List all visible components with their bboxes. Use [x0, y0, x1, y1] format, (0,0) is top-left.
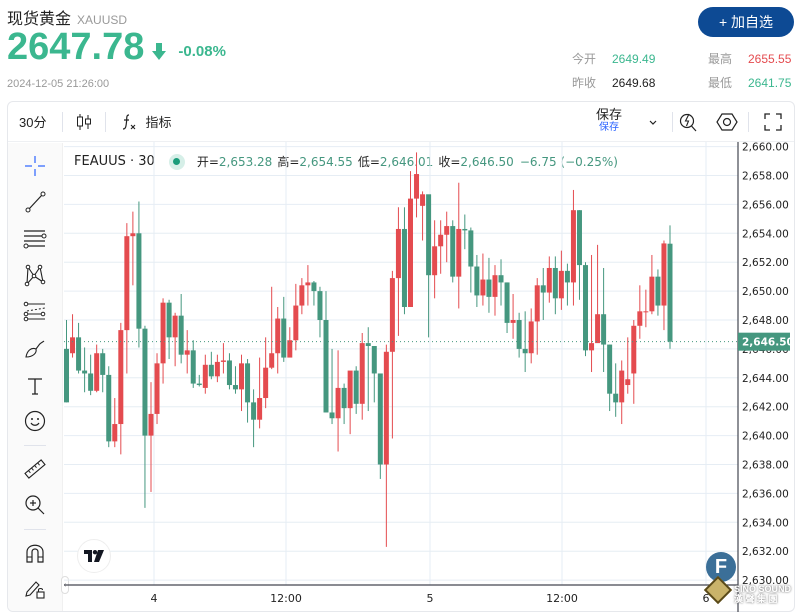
brush-icon	[25, 340, 45, 358]
lightning-search-icon	[679, 113, 697, 132]
legend-close: 2,646.50	[460, 154, 514, 169]
magnet-tool[interactable]	[22, 540, 48, 566]
toolbar-divider	[748, 112, 749, 132]
change-percent: -0.08%	[178, 43, 226, 60]
prev-close-label: 昨收	[572, 76, 597, 90]
instrument-name: 现货黄金	[7, 11, 72, 28]
legend-open: 2,653.28	[218, 154, 273, 169]
pencil-lock-icon	[25, 581, 45, 599]
fullscreen-button[interactable]	[763, 112, 783, 137]
horizontal-lines-icon	[23, 230, 47, 249]
low-value: 2641.75	[748, 76, 792, 90]
zoom-in-tool[interactable]	[22, 492, 48, 518]
function-fx-icon	[123, 113, 136, 130]
ruler-icon	[24, 459, 46, 479]
chevron-down-icon	[649, 120, 657, 125]
price-row: 2647.78 -0.08%	[7, 26, 226, 69]
chart-toolbar: 30分 指标 保存 保存	[8, 102, 794, 142]
drawing-toolbar	[8, 143, 63, 611]
watermark: SINO SOUND 漢 聲 集 團	[734, 584, 792, 604]
collapse-toolbar-handle[interactable]: ‹	[61, 576, 69, 594]
save-sublabel: 保存	[599, 122, 619, 133]
high-label: 最高	[708, 52, 733, 66]
quick-search-button[interactable]	[678, 111, 700, 138]
crosshair-icon	[25, 156, 45, 176]
trend-line-icon	[25, 191, 46, 213]
prev-close-value: 2649.68	[612, 76, 656, 90]
quote-timestamp: 2024-12-05 21:26:00	[7, 78, 110, 90]
fullscreen-icon	[764, 113, 782, 131]
legend-high: 2,654.55	[299, 154, 353, 169]
open-value: 2649.49	[612, 52, 656, 66]
fib-tool[interactable]	[22, 299, 48, 325]
smiley-icon	[24, 410, 46, 432]
crosshair-tool[interactable]	[22, 153, 48, 179]
high-value: 2655.55	[748, 52, 792, 66]
current-price: 2647.78	[7, 26, 145, 68]
gear-hexagon-icon	[716, 113, 738, 131]
low-label: 最低	[708, 76, 733, 90]
toolbar-divider	[672, 112, 673, 132]
instrument-symbol: XAUUSD	[77, 13, 128, 27]
magnet-icon	[26, 544, 44, 563]
pattern-tool[interactable]	[22, 262, 48, 288]
add-to-watchlist-button[interactable]: + 加自选	[698, 7, 794, 37]
save-dropdown-button[interactable]	[648, 114, 658, 132]
save-label: 保存	[596, 107, 623, 122]
indicators-button[interactable]: 指标	[120, 112, 171, 132]
chart-type-button[interactable]	[75, 112, 93, 132]
fibonacci-icon	[23, 301, 46, 322]
measure-tool[interactable]	[22, 456, 48, 482]
settings-button[interactable]	[716, 111, 738, 138]
brush-tool[interactable]	[22, 336, 48, 362]
legend-low-label: 低=	[357, 155, 380, 169]
emoji-tool[interactable]	[22, 408, 48, 434]
text-icon	[28, 378, 42, 395]
legend-low: 2,646.01	[379, 154, 434, 169]
legend-symbol: FEAUUS · 30	[74, 154, 155, 169]
chart-widget: 30分 指标 保存 保存	[7, 101, 795, 612]
stats-right: 最高 2655.55 最低 2641.75	[708, 52, 791, 100]
candlestick-icon	[77, 113, 92, 130]
pattern-icon	[24, 264, 46, 287]
toolbar-divider	[62, 111, 64, 132]
stats-left: 今开 2649.49 昨收 2649.68	[572, 52, 655, 100]
indicators-label: 指标	[145, 115, 172, 130]
arrow-down-icon	[152, 42, 167, 61]
text-tool[interactable]	[22, 373, 48, 399]
tradingview-logo[interactable]	[77, 539, 111, 573]
legend-close-label: 收=	[438, 155, 461, 169]
legend-open-label: 开=	[196, 155, 219, 169]
instrument-title: 现货黄金 XAUUSD	[7, 5, 127, 29]
market-status-icon	[168, 153, 185, 170]
chart-legend: FEAUUS · 30 开= 2,653.28 高= 2,654.55 低= 2,64…	[74, 153, 618, 170]
save-button[interactable]: 保存 保存	[596, 108, 622, 134]
open-label: 今开	[572, 52, 597, 66]
interval-selector[interactable]: 30分	[19, 115, 47, 130]
toolbar-divider	[24, 445, 46, 446]
legend-change: −6.75 (−0.25%)	[519, 154, 618, 169]
tradingview-logo-icon	[84, 550, 104, 562]
f-badge-icon: F	[706, 552, 736, 582]
trend-line-tool[interactable]	[22, 189, 48, 215]
horizontal-lines-tool[interactable]	[22, 226, 48, 252]
toolbar-divider	[24, 529, 46, 530]
zoom-in-icon	[25, 495, 45, 515]
lock-drawings-tool[interactable]	[22, 576, 48, 602]
toolbar-divider	[105, 111, 107, 132]
legend-high-label: 高=	[277, 155, 300, 169]
